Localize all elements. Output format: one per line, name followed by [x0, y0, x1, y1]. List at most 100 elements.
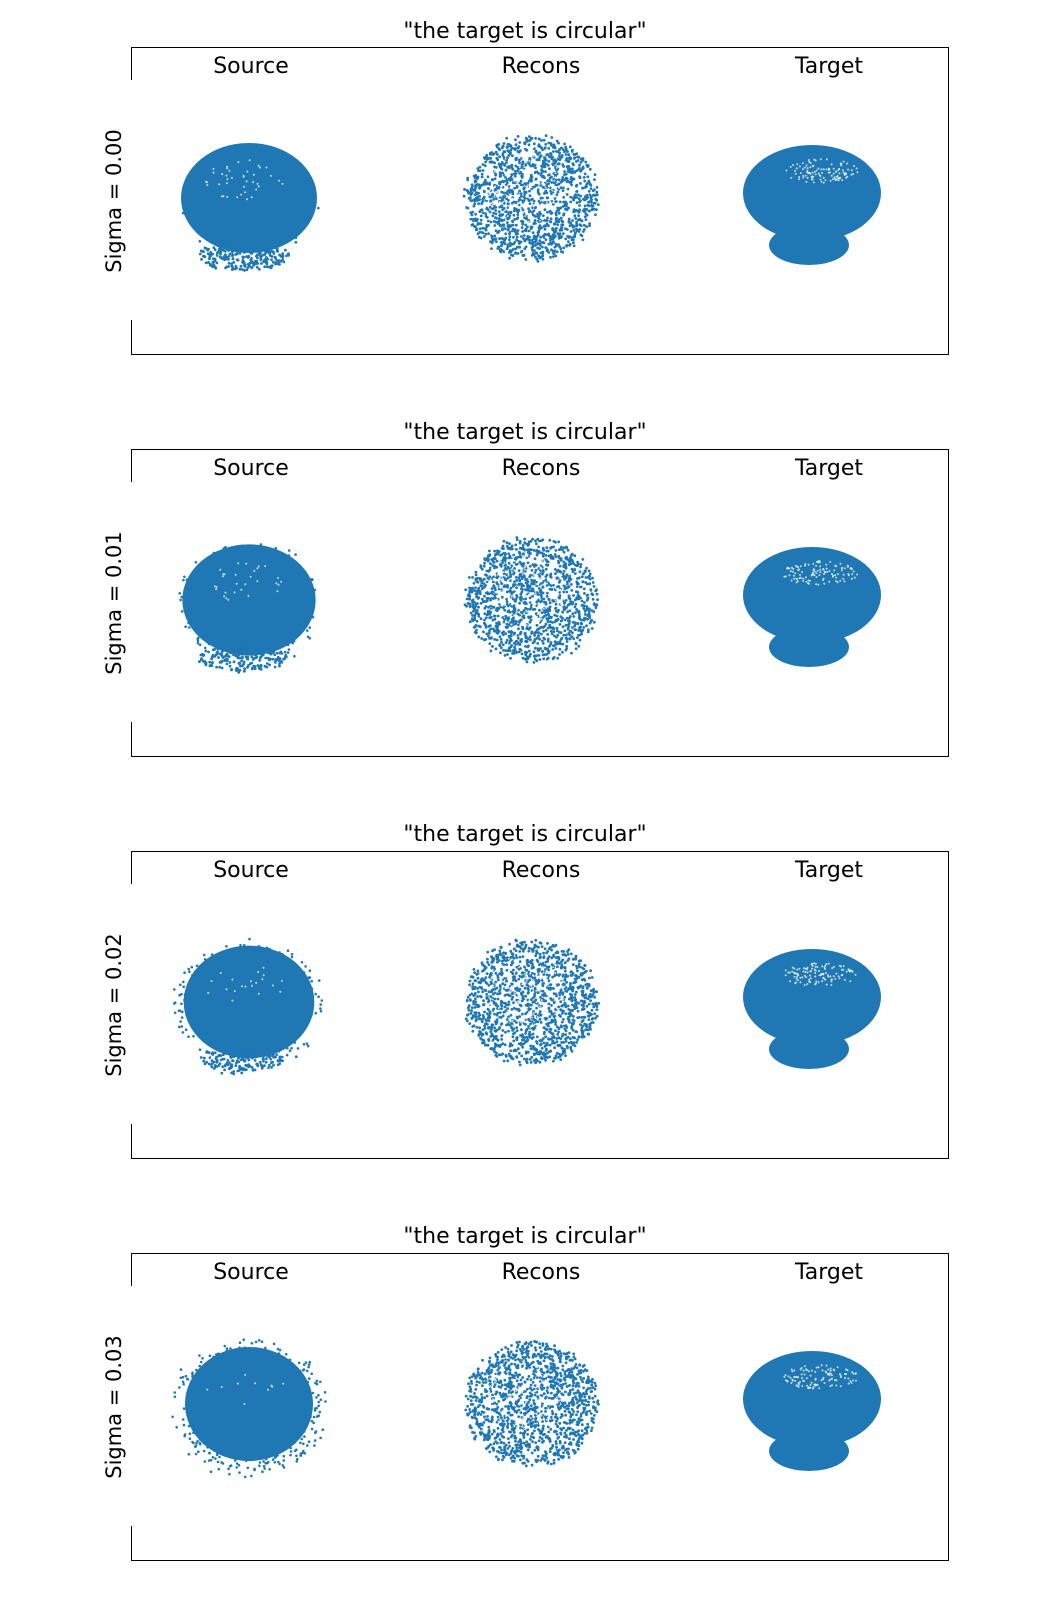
source-noise-point [225, 964, 228, 968]
recons-cloud-point [541, 196, 544, 200]
source-noise-point [230, 555, 234, 559]
recons-cloud-point [557, 554, 561, 558]
recons-cloud-point [505, 573, 509, 576]
recons-highlight-point [513, 165, 516, 168]
source-noise-point [251, 551, 255, 555]
recons-cloud-point [559, 186, 563, 190]
recons-cloud-point [591, 576, 594, 580]
target-highlight-point [812, 562, 815, 565]
source-noise-point [216, 993, 219, 997]
target-highlight-point [809, 162, 812, 164]
recons-cloud-point [507, 576, 510, 579]
recons-cloud-point [527, 542, 531, 546]
recons-cloud-point [466, 178, 470, 182]
source-noise-point [299, 1017, 302, 1020]
target-highlight-point [839, 176, 842, 179]
target-highlight-point [837, 179, 840, 182]
source-noise-point [280, 952, 284, 956]
source-base-point [260, 243, 263, 247]
source-noise-point [182, 985, 185, 989]
recons-cloud-point [500, 248, 504, 252]
source-base-point [255, 253, 259, 257]
recons-cloud-point [553, 568, 557, 571]
source-base-point [284, 248, 287, 252]
source-base-point [268, 646, 272, 650]
source-base-point [230, 250, 234, 254]
recons-cloud-point [477, 169, 480, 172]
recons-cloud-point [560, 154, 564, 157]
recons-cloud-point [511, 154, 514, 158]
recons-cloud-point [518, 574, 522, 578]
recons-highlight-point [543, 195, 546, 197]
recons-cloud-point [562, 186, 565, 190]
source-base-point [273, 653, 277, 657]
recons-highlight-point [554, 172, 557, 175]
source-base-point [250, 1066, 254, 1069]
recons-cloud-point [596, 203, 600, 207]
recons-highlight-point [518, 166, 521, 169]
source-noise-point [207, 1014, 210, 1017]
recons-highlight-point [490, 202, 493, 205]
source-highlight-point [215, 586, 218, 588]
recons-cloud-point [519, 546, 522, 550]
recons-highlight-point [553, 179, 556, 182]
source-noise-point [221, 217, 225, 221]
recons-cloud-point [476, 167, 480, 170]
recons-cloud-point [513, 645, 516, 649]
recons-cloud-point [542, 241, 546, 245]
source-noise-point [213, 1020, 217, 1024]
source-noise-point [225, 945, 228, 948]
source-noise-point [277, 1004, 280, 1007]
target-highlight-point [809, 166, 812, 169]
source-base-point [246, 665, 249, 669]
recons-cloud-point [498, 205, 502, 209]
source-noise-point [232, 188, 236, 192]
source-noise-point [209, 963, 213, 966]
recons-cloud-point [515, 235, 519, 239]
source-noise-point [243, 958, 246, 961]
source-noise-point [268, 1054, 272, 1058]
recons-cloud-point [566, 167, 570, 171]
recons-cloud-point [493, 553, 497, 557]
source-noise-point [239, 944, 242, 947]
source-noise-point [296, 580, 300, 584]
source-noise-point [251, 223, 255, 226]
recons-cloud-point [495, 240, 498, 244]
recons-cloud-point [575, 582, 579, 585]
source-base-point [200, 258, 203, 261]
recons-cloud-point [474, 586, 477, 590]
recons-cloud-point [555, 642, 559, 646]
source-base-point [271, 657, 275, 661]
source-highlight-point [257, 971, 260, 973]
recons-highlight-point [489, 578, 492, 581]
source-noise-point [186, 1005, 189, 1008]
recons-cloud-point [488, 616, 492, 620]
recons-cloud-point [500, 595, 504, 599]
recons-cloud-point [514, 223, 518, 227]
recons-cloud-point [564, 172, 568, 176]
recons-highlight-point [526, 168, 529, 171]
target-highlight-point [835, 565, 838, 568]
recons-highlight-point [530, 217, 533, 220]
recons-highlight-point [529, 155, 532, 158]
recons-cloud-point [468, 620, 472, 624]
recons-cloud-point [499, 638, 503, 641]
recons-cloud-point [592, 620, 596, 624]
recons-cloud-point [549, 255, 552, 259]
recons-cloud-point [520, 640, 523, 643]
recons-cloud-point [518, 141, 522, 144]
source-noise-point [234, 576, 238, 579]
source-noise-point [288, 996, 291, 1000]
recons-cloud-point [562, 601, 566, 605]
recons-cloud-point [474, 225, 478, 229]
source-noise-point [179, 1020, 182, 1023]
source-noise-point [243, 1000, 247, 1004]
recons-cloud-point [485, 153, 489, 157]
source-noise-point [235, 647, 238, 651]
recons-cloud-point [534, 205, 537, 209]
recons-cloud-point [508, 589, 511, 593]
recons-cloud-point [557, 580, 561, 584]
recons-cloud-point [553, 197, 557, 200]
recons-cloud-point [573, 568, 576, 572]
source-noise-point [242, 961, 245, 965]
